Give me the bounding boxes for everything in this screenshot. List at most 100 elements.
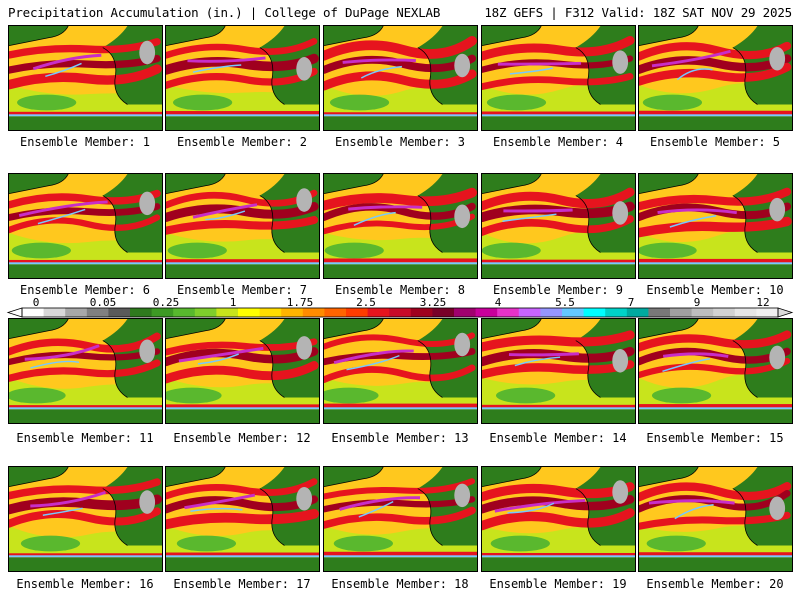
colorbar-tick-label: 3.25 xyxy=(420,296,447,309)
colorbar-tick-label: 7 xyxy=(628,296,635,309)
storm-track-band xyxy=(9,332,161,356)
terrain-snow-patch xyxy=(139,40,156,65)
tropical-band xyxy=(324,403,477,408)
ensemble-member-label: Ensemble Member: 2 xyxy=(176,135,308,149)
southern-land-strip xyxy=(639,557,792,571)
extreme-precip-streak xyxy=(662,358,711,373)
storm-track-band xyxy=(639,330,792,352)
terrain-snow-patch xyxy=(769,345,786,370)
terrain-snow-patch xyxy=(139,191,156,216)
asia-land xyxy=(9,26,69,46)
colorbar-segment xyxy=(302,308,325,317)
coastline xyxy=(482,174,542,195)
tropical-band xyxy=(9,111,162,116)
colorbar-segment xyxy=(259,308,282,317)
extreme-precip-streak xyxy=(676,68,713,81)
tropical-band xyxy=(482,552,635,557)
tropical-band xyxy=(482,555,635,558)
extreme-precip-streak xyxy=(205,210,246,221)
extreme-precip-streak xyxy=(657,208,737,215)
colorbar-tick-label: 12 xyxy=(756,296,769,309)
colorbar-frame xyxy=(21,307,779,318)
colorbar-segment xyxy=(756,308,779,317)
ensemble-member-label: Ensemble Member: 18 xyxy=(331,577,469,591)
terrain-snow-patch xyxy=(454,332,471,357)
tropical-band xyxy=(324,551,477,556)
extreme-precip-streak xyxy=(184,493,256,510)
storm-track-band xyxy=(324,496,476,513)
storm-track-band xyxy=(166,478,318,500)
extreme-precip-streak xyxy=(502,213,557,222)
terrain-snow-patch xyxy=(139,339,156,364)
storm-track-band xyxy=(324,478,476,500)
coastline xyxy=(639,467,699,488)
extreme-precip-streak xyxy=(30,360,80,369)
extreme-precip-streak xyxy=(346,354,400,371)
storm-track-band xyxy=(9,507,162,528)
tropical-band xyxy=(324,114,477,117)
ensemble-member-label: Ensemble Member: 9 xyxy=(492,283,624,297)
ensemble-member-map xyxy=(481,318,636,424)
tropical-band xyxy=(324,407,477,410)
coastline xyxy=(102,488,128,546)
tropical-band xyxy=(9,407,162,410)
coastline xyxy=(9,467,69,488)
coastline xyxy=(102,340,128,398)
southern-land-strip xyxy=(639,116,792,130)
storm-track-band xyxy=(482,482,635,502)
storm-track-band xyxy=(9,478,161,500)
storm-track-band xyxy=(9,64,162,90)
colorbar-segment xyxy=(583,308,606,317)
colorbar-arrow-left xyxy=(6,307,23,318)
storm-track-band xyxy=(324,69,477,91)
extreme-precip-streak xyxy=(358,501,394,518)
coastline xyxy=(417,195,443,253)
ensemble-member-label: Ensemble Member: 15 xyxy=(646,431,784,445)
asia-land xyxy=(482,174,542,194)
dry-zone xyxy=(642,94,703,111)
terrain-snow-patch xyxy=(612,201,629,225)
asia-land xyxy=(9,467,69,487)
coastline xyxy=(166,467,226,488)
ensemble-member-label: Ensemble Member: 3 xyxy=(334,135,466,149)
tropical-band xyxy=(639,404,792,408)
asia-land xyxy=(639,319,699,339)
storm-track-band xyxy=(324,202,476,221)
colorbar-segment xyxy=(65,308,88,317)
extreme-precip-streak xyxy=(494,498,586,513)
storm-track-band xyxy=(9,214,161,234)
colorbar-segment xyxy=(281,308,304,317)
ensemble-member-map xyxy=(638,318,793,424)
tropical-band xyxy=(639,407,792,410)
extreme-precip-streak xyxy=(178,346,264,363)
tropical-band xyxy=(482,259,635,264)
dry-zone xyxy=(333,535,393,552)
storm-track-band xyxy=(324,187,477,211)
ensemble-member-map xyxy=(165,466,320,572)
asia-land xyxy=(166,319,226,339)
terrain-snow-patch xyxy=(454,53,471,78)
storm-track-band xyxy=(166,347,319,367)
extreme-precip-streak xyxy=(342,58,416,64)
colorbar-tick-label: 0.25 xyxy=(153,296,180,309)
colorbar-segment xyxy=(648,308,671,317)
extreme-precip-streak xyxy=(32,53,102,71)
coastline xyxy=(639,174,699,195)
southern-land-strip xyxy=(482,409,635,423)
dry-zone xyxy=(11,242,71,259)
map-title: Precipitation Accumulation (in.) | Colle… xyxy=(8,5,441,20)
tropical-band xyxy=(166,555,319,558)
colorbar-tick-label: 0 xyxy=(33,296,40,309)
dry-zone xyxy=(9,387,66,404)
tropical-band xyxy=(639,262,792,265)
extreme-precip-streak xyxy=(503,208,573,213)
coastline xyxy=(639,319,699,340)
asia-land xyxy=(324,174,384,194)
colorbar-segment xyxy=(497,308,520,317)
extreme-precip-streak xyxy=(509,67,553,75)
colorbar-tick-label: 5.5 xyxy=(555,296,575,309)
run-info: 18Z GEFS | F312 Valid: 18Z SAT NOV 29 20… xyxy=(484,5,792,20)
ensemble-member-map xyxy=(165,318,320,424)
dry-zone xyxy=(496,387,556,404)
extreme-precip-streak xyxy=(669,215,717,228)
